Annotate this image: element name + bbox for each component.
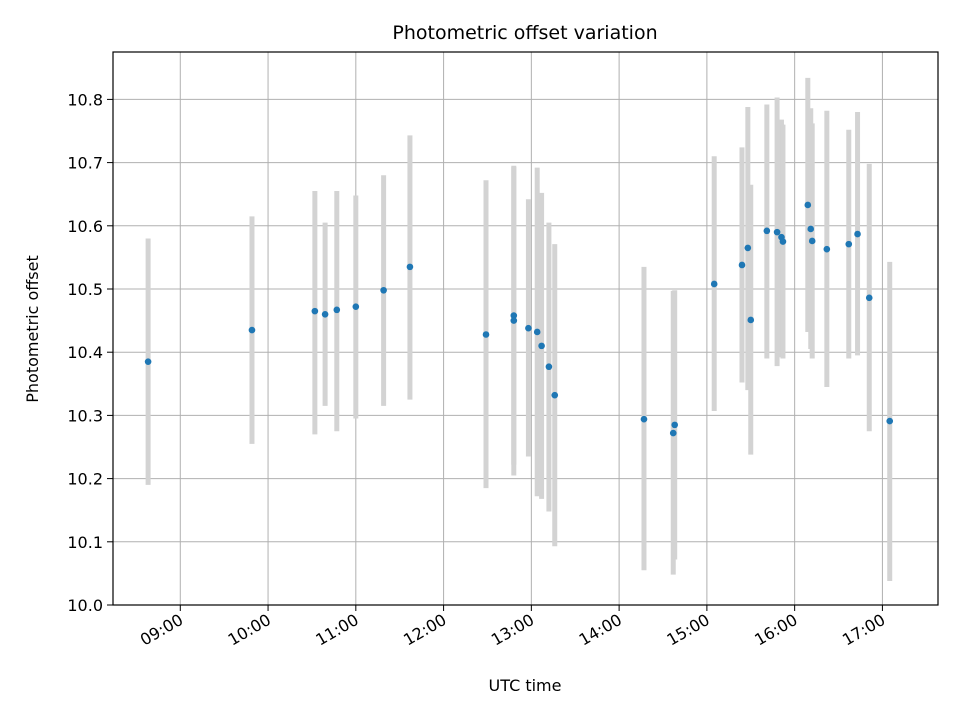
x-tick-label: 09:00 — [137, 610, 186, 650]
data-point — [640, 415, 648, 423]
y-tick-label: 10.2 — [67, 470, 103, 489]
data-point — [738, 261, 746, 269]
x-tick-label: 10:00 — [225, 610, 274, 650]
y-axis-label: Photometric offset — [23, 255, 42, 403]
data-point — [823, 245, 831, 253]
x-tick-label: 16:00 — [751, 610, 800, 650]
data-point — [406, 263, 414, 271]
data-point — [807, 225, 815, 233]
data-point — [744, 244, 752, 252]
y-tick-label: 10.4 — [67, 343, 103, 362]
data-point — [311, 307, 319, 315]
x-axis-label: UTC time — [489, 676, 562, 695]
x-tick-label: 15:00 — [663, 610, 712, 650]
data-point — [804, 201, 812, 209]
data-point — [551, 391, 559, 399]
data-point — [533, 328, 541, 336]
x-tick-label: 14:00 — [576, 610, 625, 650]
data-point — [380, 286, 387, 294]
data-point — [510, 312, 518, 319]
data-point — [538, 342, 545, 350]
x-tick-label: 11:00 — [312, 610, 361, 650]
data-point — [779, 238, 787, 245]
x-tick-label: 17:00 — [839, 610, 888, 650]
y-tick-label: 10.3 — [67, 406, 103, 425]
x-tick-label: 12:00 — [400, 610, 449, 650]
data-point — [352, 303, 360, 310]
data-point — [144, 358, 152, 365]
data-point — [845, 240, 853, 248]
y-tick-label: 10.6 — [67, 217, 103, 236]
x-axis: 09:00 10:00 11:00 12:00 13:00 14:00 15:00 16:00… — [137, 605, 888, 650]
y-tick-label: 10.1 — [67, 533, 103, 552]
y-tick-label: 10.8 — [67, 90, 103, 109]
data-point — [773, 228, 781, 236]
y-tick-label: 10.5 — [67, 280, 103, 299]
data-points — [144, 201, 894, 437]
data-point — [747, 316, 755, 324]
data-point — [333, 306, 341, 314]
data-point — [525, 324, 532, 332]
data-point — [321, 310, 329, 318]
data-point — [510, 317, 518, 324]
data-point — [669, 429, 677, 437]
x-tick-label: 13:00 — [488, 610, 537, 650]
data-point — [671, 421, 679, 429]
chart-title: Photometric offset variation — [392, 22, 657, 44]
data-point — [886, 417, 894, 425]
data-point — [808, 237, 816, 245]
grid — [113, 52, 938, 606]
data-point — [763, 227, 771, 235]
data-point — [545, 363, 553, 371]
data-point — [248, 326, 256, 334]
y-tick-label: 10.7 — [67, 154, 103, 173]
error-bars — [145, 77, 893, 581]
y-axis: 10.0 10.1 10.2 10.3 10.4 10.5 10.6 10.7 10.8 — [67, 90, 113, 615]
data-point — [865, 294, 873, 302]
data-point — [482, 331, 490, 338]
data-point — [710, 280, 718, 288]
plot-frame — [112, 51, 939, 606]
data-point — [854, 230, 861, 238]
y-tick-label: 10.0 — [67, 596, 103, 615]
